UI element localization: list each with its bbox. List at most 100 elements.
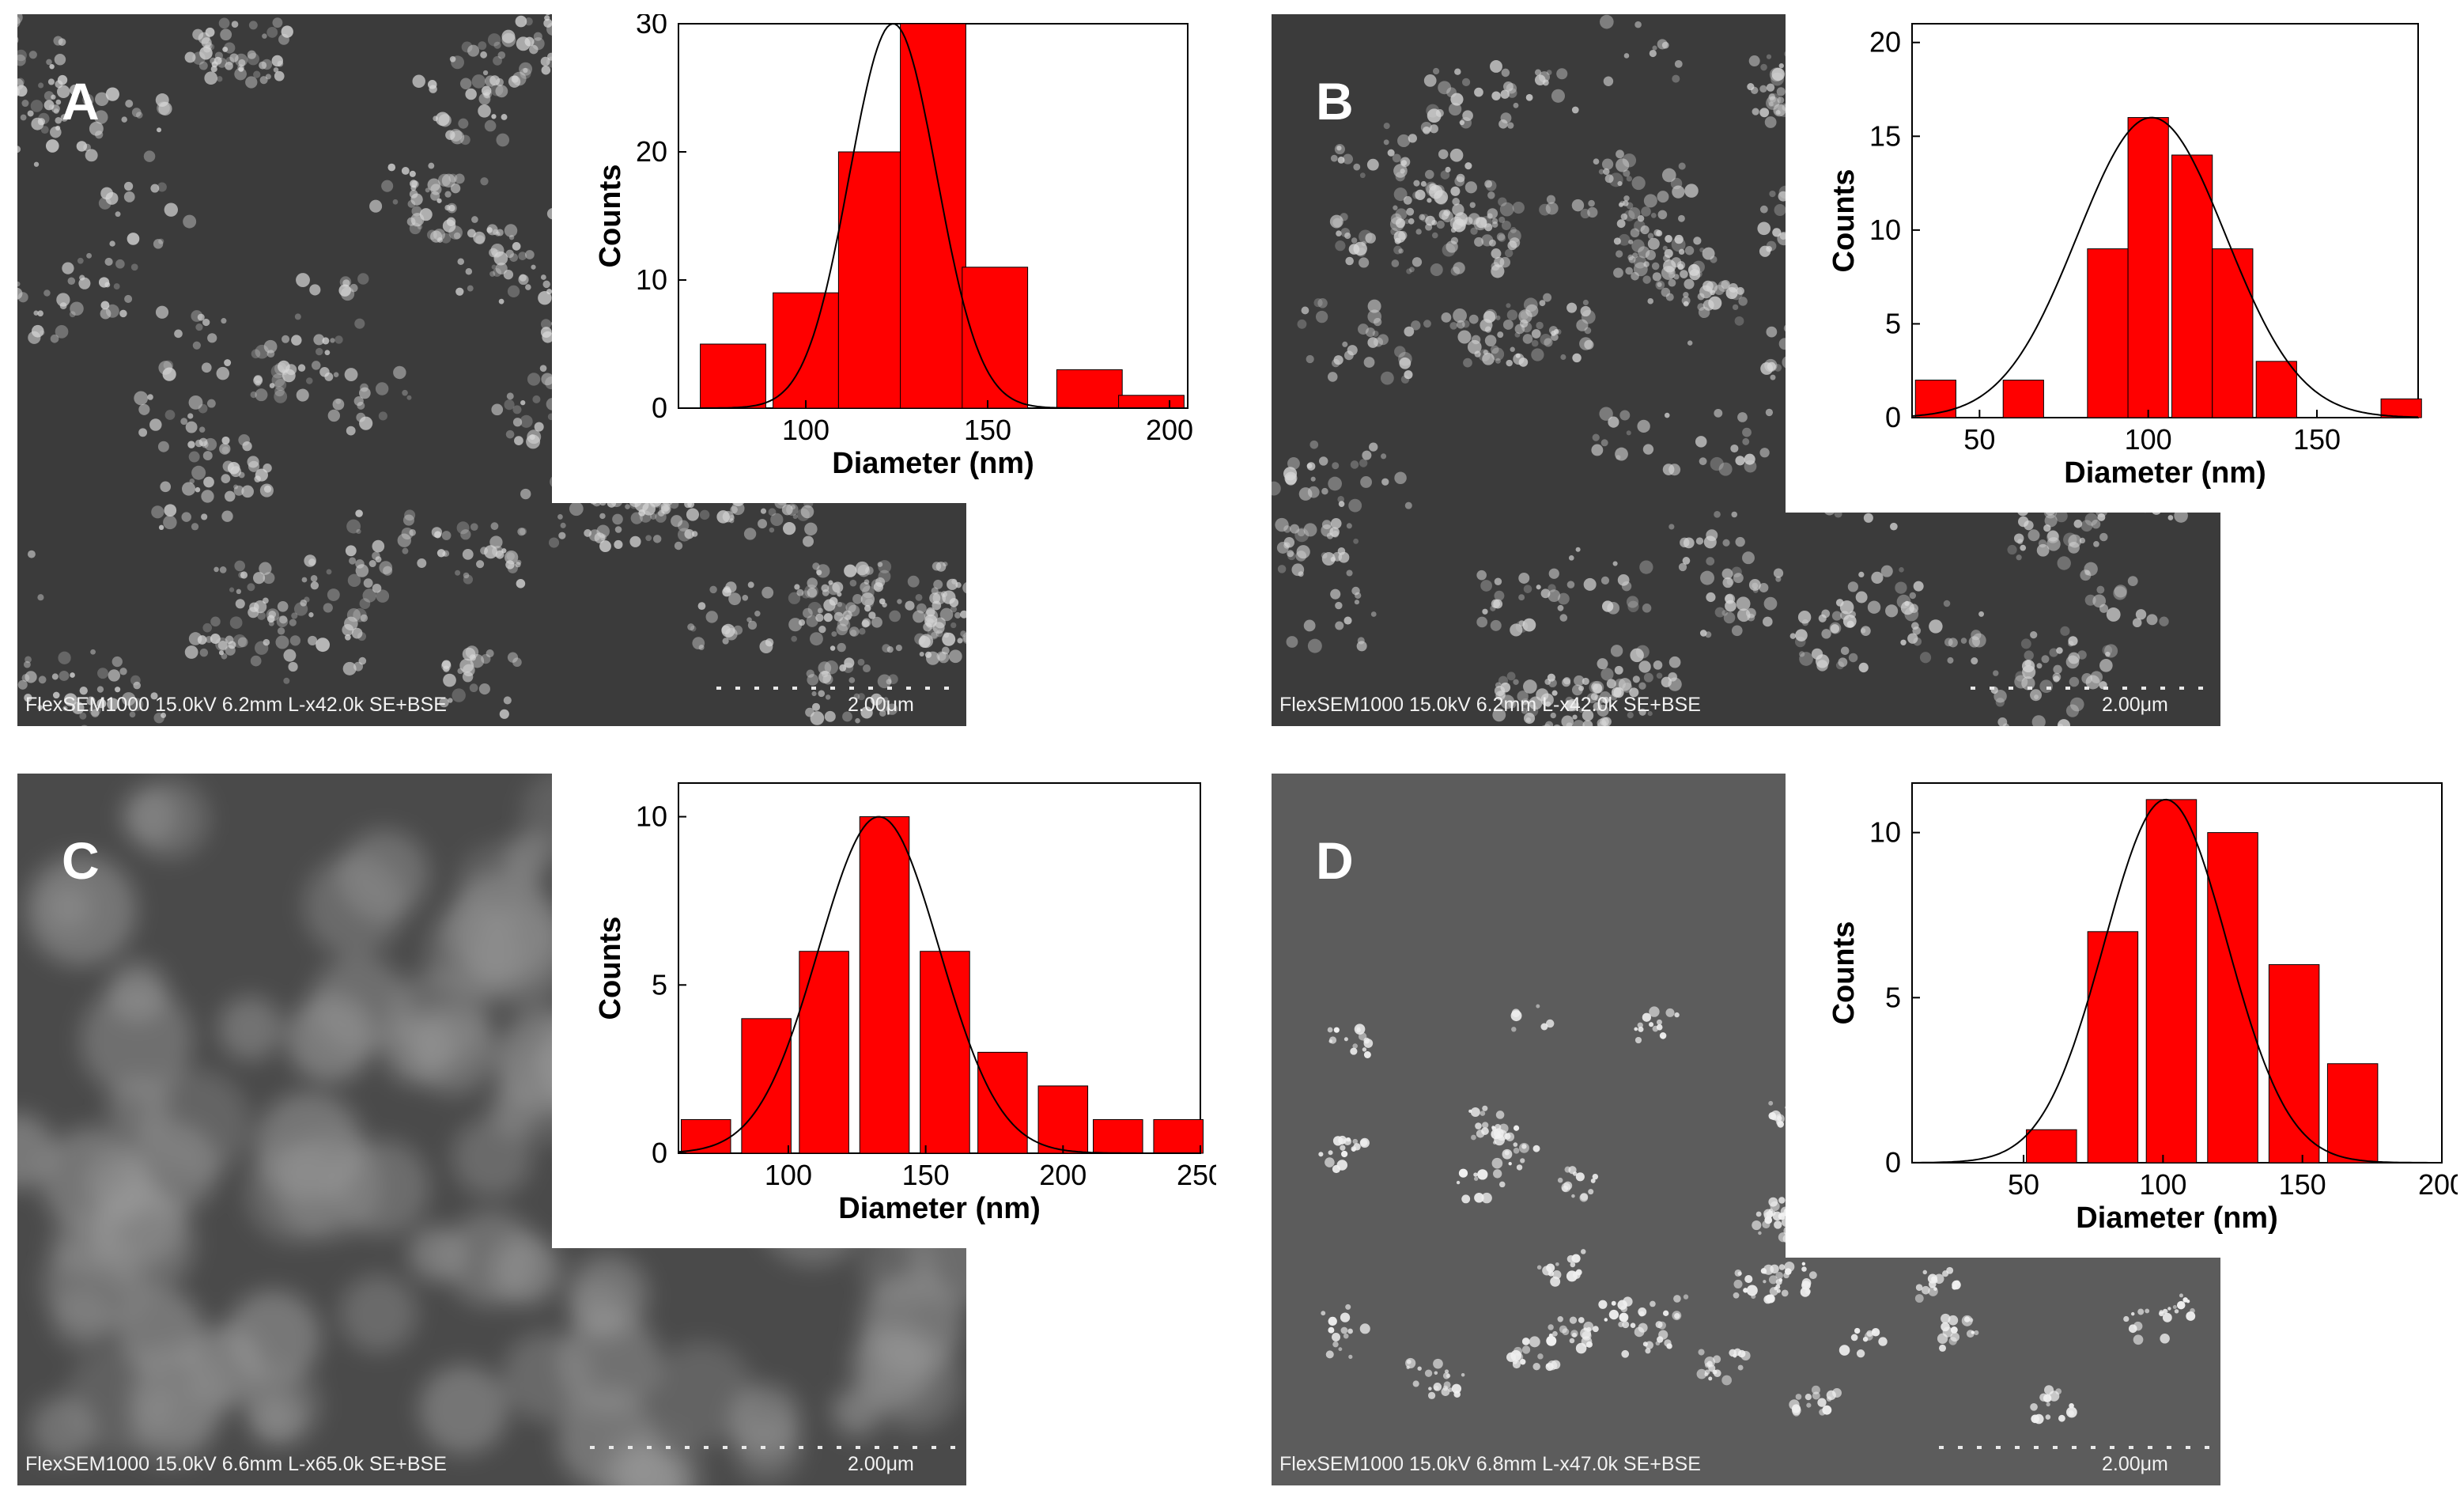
sem-particle (54, 54, 66, 66)
sem-particle (55, 99, 62, 105)
sem-particle (1878, 1337, 1888, 1346)
sem-particle (43, 883, 93, 932)
x-tick-label: 100 (765, 1159, 812, 1191)
sem-particle (163, 360, 174, 371)
sem-particle (60, 114, 69, 122)
sem-particle (17, 78, 25, 86)
sem-particle (544, 15, 550, 21)
sem-particle (1484, 335, 1497, 346)
sem-particle (1494, 577, 1502, 585)
sem-particle (1838, 657, 1848, 668)
sem-particle (1642, 444, 1654, 455)
sem-particle (963, 634, 966, 643)
sem-particle (402, 547, 409, 554)
sem-particle (1287, 551, 1296, 561)
sem-particle (1730, 444, 1739, 453)
sem-particle (1952, 1284, 1958, 1290)
sem-particle (2162, 1312, 2172, 1322)
sem-particle (770, 513, 784, 526)
sem-particle (1664, 412, 1670, 418)
sem-particle (1337, 156, 1345, 164)
sem-particle (1555, 1262, 1559, 1266)
sem-particle (238, 66, 244, 72)
sem-particle (1585, 1341, 1593, 1348)
sem-particle (229, 616, 243, 630)
sem-particle (862, 664, 871, 673)
sem-particle (89, 121, 104, 136)
sem-particle (1661, 168, 1676, 183)
sem-particle (1394, 237, 1401, 244)
sem-particle (1501, 221, 1511, 230)
sem-particle (1613, 237, 1621, 245)
sem-particle (614, 539, 623, 550)
sem-particle (1863, 513, 1873, 523)
sem-particle (2113, 586, 2127, 600)
sem-particle (1954, 1280, 1960, 1286)
sem-particle (1381, 478, 1389, 486)
sem-particle (2131, 1311, 2135, 1316)
sem-particle (1948, 1315, 1959, 1326)
sem-particle (1811, 1385, 1820, 1394)
sem-particle (291, 612, 298, 619)
sem-particle (1769, 67, 1784, 82)
sem-particle (453, 232, 461, 240)
sem-particle (2045, 1414, 2051, 1420)
sem-particle (1325, 1350, 1334, 1359)
sem-particle (1678, 562, 1687, 572)
sem-particle (197, 313, 205, 321)
sem-particle (1961, 1315, 1973, 1326)
sem-particle (1315, 310, 1328, 324)
sem-particle (1482, 353, 1495, 365)
sem-particle (452, 1117, 533, 1198)
sem-particle (1732, 304, 1739, 311)
histogram-bar (2380, 398, 2422, 418)
sem-particle (425, 187, 430, 193)
sem-particle (882, 602, 887, 607)
sem-particle (1628, 255, 1636, 263)
sem-particle (444, 191, 452, 198)
sem-particle (1840, 646, 1850, 656)
sem-particle (1531, 348, 1544, 361)
sem-particle (1613, 687, 1624, 698)
sem-particle (188, 451, 200, 463)
sem-particle (1496, 233, 1506, 241)
sem-particle (360, 383, 368, 392)
sem-particle (379, 561, 393, 575)
sem-particle (21, 100, 29, 108)
sem-particle (1423, 320, 1431, 328)
sem-particle (1599, 14, 1614, 29)
scale-bar (1971, 687, 2216, 690)
sem-particle (1362, 450, 1372, 460)
sem-particle (509, 253, 518, 262)
sem-particle (811, 691, 817, 697)
sem-particle (1415, 189, 1426, 200)
y-tick-label: 5 (652, 968, 667, 1001)
sem-particle (1408, 134, 1417, 143)
sem-particle (1356, 1027, 1361, 1033)
sem-particle (2065, 704, 2080, 717)
scale-bar (1939, 1446, 2216, 1449)
sem-particle (540, 319, 551, 330)
sem-particle (1345, 1304, 1351, 1310)
sem-particle (1395, 218, 1406, 229)
sem-particle (954, 611, 962, 619)
sem-particle (346, 519, 361, 534)
sem-particle (1521, 1345, 1531, 1354)
sem-particle (1858, 571, 1865, 578)
sem-particle (1900, 639, 1907, 645)
sem-particle (1763, 616, 1773, 627)
sem-particle (810, 632, 823, 646)
sem-particle (359, 387, 371, 399)
sem-particle (274, 389, 288, 403)
sem-particle (1497, 331, 1504, 339)
sem-particle (1797, 611, 1812, 624)
sem-particle (1601, 600, 1614, 612)
sem-particle (2159, 616, 2169, 626)
sem-particle (274, 386, 285, 397)
sem-particle (234, 560, 246, 572)
sem-particle (1340, 1312, 1351, 1322)
sem-particle (1444, 1369, 1449, 1374)
sem-particle (1764, 116, 1777, 128)
sem-particle (1627, 600, 1639, 612)
sem-particle (1839, 600, 1854, 615)
